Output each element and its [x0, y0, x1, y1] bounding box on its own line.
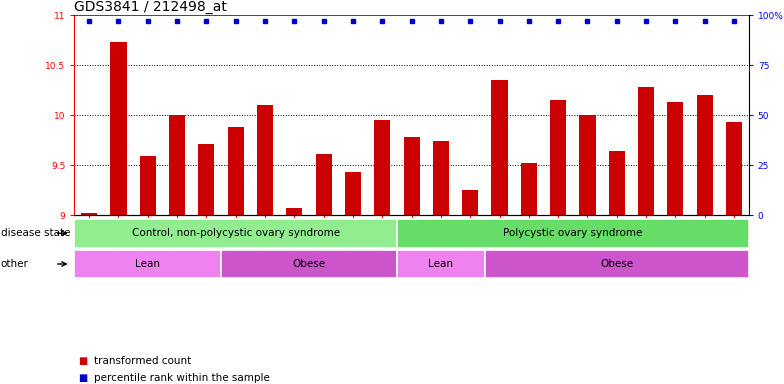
- Text: Obese: Obese: [601, 259, 633, 269]
- Bar: [198, 144, 215, 215]
- Text: Control, non-polycystic ovary syndrome: Control, non-polycystic ovary syndrome: [132, 228, 339, 238]
- Text: Lean: Lean: [136, 259, 160, 269]
- Text: GDS3841 / 212498_at: GDS3841 / 212498_at: [74, 0, 227, 14]
- Bar: [521, 163, 537, 215]
- Bar: [257, 105, 273, 215]
- Bar: [404, 137, 419, 215]
- Text: ■: ■: [78, 356, 88, 366]
- Bar: [492, 80, 507, 215]
- Bar: [397, 219, 749, 248]
- Text: transformed count: transformed count: [94, 356, 191, 366]
- Bar: [726, 122, 742, 215]
- Text: Obese: Obese: [292, 259, 325, 269]
- Bar: [169, 115, 185, 215]
- Bar: [221, 250, 397, 278]
- Bar: [697, 95, 713, 215]
- Text: disease state: disease state: [1, 228, 71, 238]
- Bar: [345, 172, 361, 215]
- Bar: [74, 219, 397, 248]
- Bar: [140, 156, 156, 215]
- Bar: [667, 102, 684, 215]
- Bar: [397, 250, 485, 278]
- Bar: [81, 213, 97, 215]
- Bar: [374, 120, 390, 215]
- Text: other: other: [1, 259, 29, 269]
- Bar: [550, 100, 566, 215]
- Bar: [74, 250, 221, 278]
- Bar: [485, 250, 749, 278]
- Bar: [111, 42, 126, 215]
- Bar: [286, 208, 303, 215]
- Bar: [608, 151, 625, 215]
- Text: ■: ■: [78, 373, 88, 383]
- Bar: [433, 141, 449, 215]
- Bar: [316, 154, 332, 215]
- Bar: [579, 115, 596, 215]
- Bar: [638, 87, 654, 215]
- Text: Lean: Lean: [428, 259, 453, 269]
- Bar: [227, 127, 244, 215]
- Text: Polycystic ovary syndrome: Polycystic ovary syndrome: [503, 228, 643, 238]
- Text: percentile rank within the sample: percentile rank within the sample: [94, 373, 270, 383]
- Bar: [462, 190, 478, 215]
